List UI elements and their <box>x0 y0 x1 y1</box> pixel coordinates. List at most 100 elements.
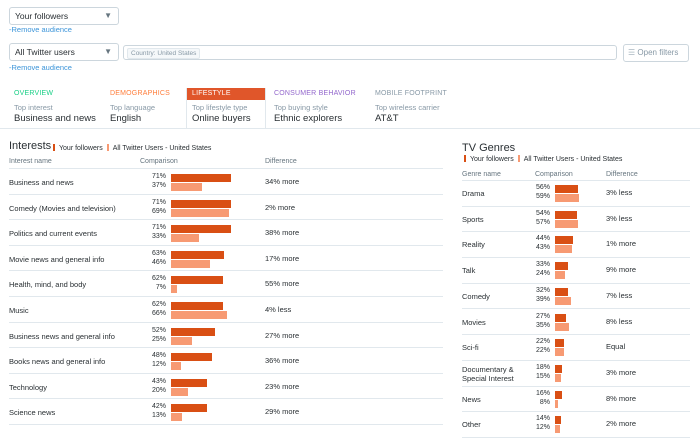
followers-percent: 16% <box>535 389 550 397</box>
all-users-percent: 22% <box>535 347 550 355</box>
followers-percent: 71% <box>151 224 166 232</box>
followers-percent: 14% <box>535 415 550 423</box>
difference-value: 9% more <box>606 265 637 275</box>
audience-select-secondary[interactable]: All Twitter users ▼ <box>9 43 119 61</box>
table-row[interactable]: Business and news 71% 37% 34% more <box>0 169 700 195</box>
table-row[interactable]: Science news 42% 13% 29% more <box>0 399 700 425</box>
difference-value: 23% more <box>265 381 300 391</box>
difference-value: 8% less <box>606 316 633 326</box>
table-row[interactable]: Movies 27% 35% 8% less <box>0 310 700 336</box>
tab-mobile-footprint[interactable]: MOBILE FOOTPRINT Top wireless carrier AT… <box>370 88 466 128</box>
table-row[interactable]: News 16% 8% 8% more <box>0 387 700 413</box>
all-users-percent: 39% <box>535 295 550 303</box>
row-name: Comedy <box>462 291 490 301</box>
row-divider <box>9 219 443 221</box>
followers-bar <box>555 236 573 245</box>
country-filter-tag[interactable]: Country: United States <box>127 48 201 59</box>
row-name: Science news <box>9 408 56 418</box>
followers-percent: 71% <box>151 198 166 206</box>
table-row[interactable]: Comedy 32% 39% 7% less <box>0 284 700 310</box>
tab-value: Ethnic explorers <box>274 113 343 124</box>
tab-name: LIFESTYLE <box>187 88 265 100</box>
difference-value: Equal <box>606 342 626 352</box>
table-row[interactable]: Music 62% 66% 4% less <box>0 297 700 323</box>
all-users-percent: 15% <box>535 372 550 380</box>
table-row[interactable]: Sports 54% 57% 3% less <box>0 207 700 233</box>
row-name: Movies <box>462 317 486 327</box>
table-row[interactable]: Movie news and general info 63% 46% 17% mor… <box>0 246 700 272</box>
remove-audience-link-secondary[interactable]: -Remove audience <box>9 63 72 72</box>
table-row[interactable]: Sci-fi 22% 22% Equal <box>0 335 700 361</box>
all-users-percent: 37% <box>151 182 166 189</box>
all-users-bar <box>555 271 565 280</box>
followers-bar <box>171 353 212 362</box>
table-row[interactable]: Talk 33% 24% 9% more <box>0 258 700 284</box>
followers-bar <box>171 327 215 336</box>
all-users-bar <box>171 234 199 243</box>
all-users-bar <box>555 425 560 434</box>
difference-value: 2% more <box>265 202 296 212</box>
followers-percent: 62% <box>151 275 166 283</box>
row-name: Business and news <box>9 178 74 187</box>
tab-subtitle: Top language <box>110 103 156 112</box>
tab-value: AT&T <box>375 113 399 124</box>
all-users-percent: 24% <box>535 270 550 278</box>
audience-select-primary[interactable]: Your followers ▼ <box>9 7 119 25</box>
followers-percent: 27% <box>535 312 550 320</box>
row-name: Politics and current events <box>9 229 97 239</box>
tab-consumer-behavior[interactable]: CONSUMER BEHAVIOR Top buying style Ethni… <box>269 88 365 128</box>
tab-subtitle: Top interest <box>14 103 53 112</box>
followers-percent: 44% <box>535 235 550 243</box>
table-row[interactable]: Books news and general info 48% 12% 36% mor… <box>0 348 700 374</box>
legend-label-all-users: All Twitter Users - United States <box>523 156 623 163</box>
table-row[interactable]: Comedy (Movies and television) 71% 69% 2% m… <box>0 195 700 221</box>
table-row[interactable]: Documentary & Special Interest 18% 15% 3% m… <box>0 361 700 387</box>
row-divider <box>9 398 443 400</box>
row-divider <box>462 282 690 284</box>
row-divider <box>462 205 690 207</box>
table-row[interactable]: Technology 43% 20% 23% more <box>0 374 700 400</box>
legend-swatch-followers <box>53 144 55 151</box>
legend-swatch-all-users <box>517 155 520 162</box>
table-row[interactable]: Business news and general info 52% 25% 27% … <box>0 323 700 349</box>
table-row[interactable]: Reality 44% 43% 1% more <box>0 232 700 259</box>
followers-bar <box>171 250 225 259</box>
tab-name: DEMOGRAPHICS <box>110 90 170 97</box>
row-name: Movie news and general info <box>9 254 105 264</box>
table-row[interactable]: Drama 56% 59% 3% less <box>0 181 700 207</box>
filter-input[interactable]: Country: United States <box>123 45 617 60</box>
row-name: Technology <box>9 382 47 392</box>
tv-genres-title: TV Genres <box>462 142 516 154</box>
all-users-bar <box>555 296 571 305</box>
audience-select-secondary-value: All Twitter users <box>15 47 75 57</box>
followers-bar <box>555 390 562 399</box>
all-users-bar <box>171 183 203 191</box>
col-interest-name: Interest name <box>9 158 52 165</box>
difference-value: 55% more <box>265 279 300 289</box>
remove-audience-link-primary[interactable]: -Remove audience <box>9 25 72 34</box>
followers-percent: 56% <box>535 184 550 191</box>
all-users-bar <box>555 399 559 408</box>
difference-value: 29% more <box>265 407 300 417</box>
table-row[interactable]: Politics and current events 71% 33% 38% mor… <box>0 220 700 246</box>
col-comparison: Comparison <box>535 171 573 178</box>
difference-value: 3% less <box>606 188 633 197</box>
table-row[interactable]: Other 14% 12% 2% more <box>0 412 700 438</box>
tab-lifestyle[interactable]: LIFESTYLE Top lifestyle type Online buye… <box>186 88 266 128</box>
followers-bar <box>555 416 561 425</box>
table-row[interactable]: Health, mind, and body 62% 7% 55% more <box>0 271 700 297</box>
row-divider <box>462 359 690 361</box>
followers-percent: 62% <box>151 301 166 308</box>
tab-overview[interactable]: OVERVIEW Top interest Business and news <box>9 88 103 128</box>
followers-bar <box>171 199 231 208</box>
followers-bar <box>171 378 208 387</box>
open-filters-button[interactable]: ☰ Open filters <box>623 44 689 62</box>
tab-demographics[interactable]: DEMOGRAPHICS Top language English <box>105 88 185 128</box>
all-users-percent: 8% <box>539 398 550 406</box>
row-name: Sci-fi <box>462 343 479 353</box>
row-name: Sports <box>462 214 484 224</box>
followers-bar <box>171 276 224 285</box>
all-users-bar <box>555 348 564 357</box>
row-divider <box>462 334 690 336</box>
followers-percent: 71% <box>151 173 166 180</box>
